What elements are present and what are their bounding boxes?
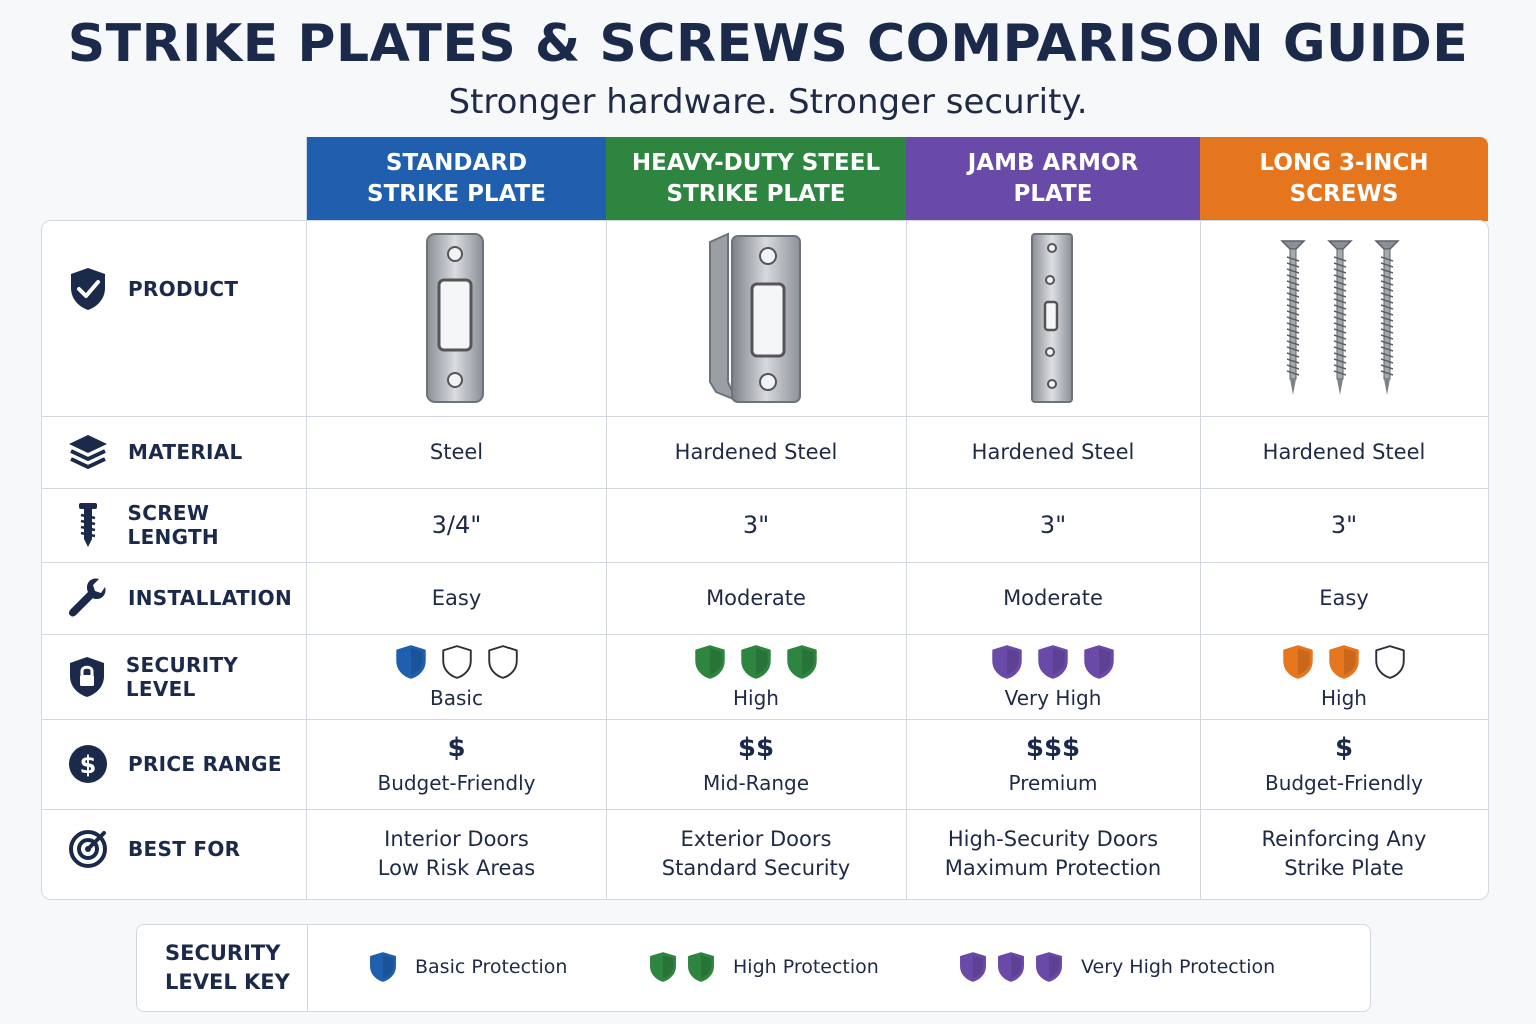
installation-jamb-armor: Moderate (1003, 586, 1103, 610)
row-label-installation: INSTALLATION (42, 562, 306, 634)
best-for-heavy-duty: Exterior Doors Standard Security (661, 827, 851, 880)
key-item-basic: Basic Protection (369, 951, 567, 983)
row-label-best-for: BEST FOR (42, 809, 306, 889)
shield-filled-icon (1036, 952, 1062, 982)
page-title: STRIKE PLATES & SCREWS COMPARISON GUIDE (67, 14, 1469, 74)
shield-filled-icon (650, 952, 676, 982)
product-image-heavy-duty-strike-plate (606, 221, 906, 416)
row-label-security-level: SECURITY LEVEL (42, 634, 306, 719)
material-jamb-armor: Hardened Steel (971, 440, 1135, 464)
shield-filled-icon (370, 952, 396, 982)
key-item-high: High Protection (649, 951, 879, 983)
best-for-long-screws: Reinforcing Any Strike Plate (1261, 827, 1427, 880)
row-label-price-range: $ PRICE RANGE (42, 719, 306, 809)
svg-text:$: $ (80, 751, 97, 779)
price-jamb-armor: $$$ Premium (1008, 733, 1098, 795)
screw-length-heavy-duty: 3" (742, 511, 770, 539)
shield-filled-icon (1283, 644, 1313, 679)
shield-filled-icon (998, 952, 1024, 982)
product-image-standard-strike-plate (307, 221, 606, 416)
material-standard: Steel (429, 440, 484, 464)
shield-filled-icon (1329, 644, 1359, 679)
wrench-icon (66, 576, 110, 620)
best-for-standard: Interior Doors Low Risk Areas (377, 827, 536, 880)
shield-filled-icon (992, 644, 1022, 679)
security-level-standard: Basic (307, 634, 606, 719)
price-long-screws: $ Budget-Friendly (1264, 733, 1424, 795)
key-shields (649, 951, 715, 983)
shield-filled-icon (688, 952, 714, 982)
lock-shield-icon (66, 655, 108, 699)
material-heavy-duty: Hardened Steel (674, 440, 838, 464)
screw-icon (66, 503, 110, 547)
shield-filled-icon (787, 644, 817, 679)
product-image-long-screws (1200, 221, 1488, 416)
shield-filled-icon (1084, 644, 1114, 679)
row-label-product: PRODUCT (42, 221, 306, 357)
installation-long-screws: Easy (1319, 586, 1369, 610)
security-level-jamb-armor: Very High (906, 634, 1200, 719)
target-icon (66, 827, 110, 871)
column-header-jamb-armor-plate: JAMB ARMOR PLATE (906, 137, 1200, 221)
installation-standard: Easy (431, 586, 482, 610)
column-header-standard-strike-plate: STANDARD STRIKE PLATE (307, 137, 606, 221)
shield-filled-icon (395, 644, 426, 679)
row-label-screw-length: SCREW LENGTH (42, 488, 306, 562)
best-for-jamb-armor: High-Security Doors Maximum Protection (944, 827, 1162, 880)
page-subtitle: Stronger hardware. Stronger security. (448, 82, 1088, 122)
shield-filled-icon (695, 644, 725, 679)
security-shields (1282, 644, 1406, 680)
screw-length-standard: 3/4" (431, 511, 482, 539)
key-item-very-high: Very High Protection (959, 951, 1275, 983)
shield-filled-icon (741, 644, 771, 679)
dollar-icon: $ (66, 742, 110, 786)
security-level-long-screws: High (1200, 634, 1488, 719)
shield-filled-icon (960, 952, 986, 982)
key-shields (369, 951, 397, 983)
shield-empty-icon (487, 644, 518, 679)
installation-heavy-duty: Moderate (706, 586, 806, 610)
product-image-jamb-armor-plate (906, 221, 1200, 416)
security-level-key: SECURITY LEVEL KEY Basic Protection High … (136, 924, 1371, 1012)
screw-length-jamb-armor: 3" (1039, 511, 1067, 539)
key-title: SECURITY LEVEL KEY (165, 941, 290, 994)
security-level-heavy-duty: High (606, 634, 906, 719)
shield-filled-icon (1038, 644, 1068, 679)
security-shields (991, 644, 1115, 680)
row-label-material: MATERIAL (42, 416, 306, 488)
column-header-heavy-duty-strike-plate: HEAVY-DUTY STEEL STRIKE PLATE (606, 137, 906, 221)
security-shields (694, 644, 818, 680)
screw-length-long-screws: 3" (1330, 511, 1358, 539)
column-header-long-screws: LONG 3-INCH SCREWS (1200, 137, 1488, 221)
material-long-screws: Hardened Steel (1262, 440, 1426, 464)
price-heavy-duty: $$ Mid-Range (702, 733, 810, 795)
shield-empty-icon (1375, 644, 1405, 679)
key-shields (959, 951, 1063, 983)
shield-empty-icon (441, 644, 472, 679)
security-shields (395, 644, 519, 680)
layers-icon (66, 430, 110, 474)
shield-check-icon (66, 267, 110, 311)
price-standard: $ Budget-Friendly (377, 733, 536, 795)
